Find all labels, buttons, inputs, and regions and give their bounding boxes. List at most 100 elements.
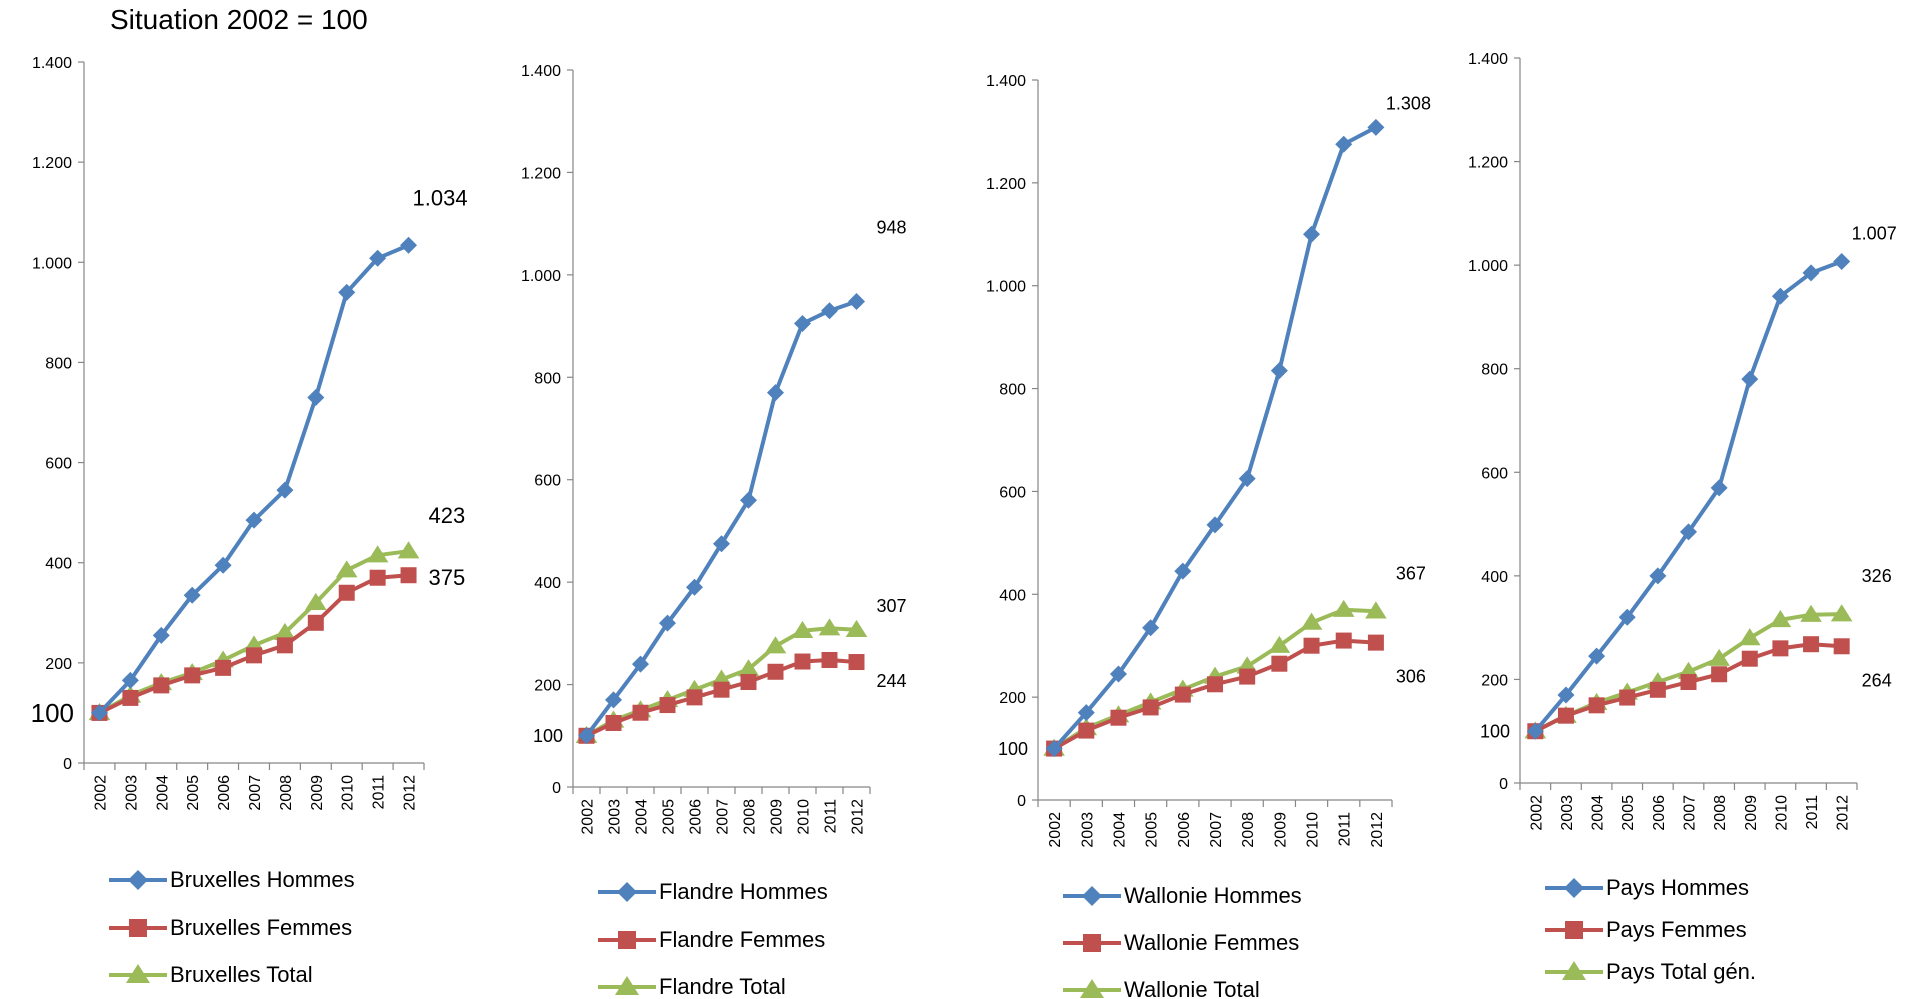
data-point [1803, 636, 1820, 653]
data-point [1557, 707, 1574, 724]
legend-marker [128, 870, 148, 890]
data-point [152, 626, 170, 644]
series-flandre-hommes [578, 292, 865, 745]
series-wallonie-hommes [1045, 118, 1385, 758]
data-point [1270, 362, 1288, 380]
data-point [274, 622, 296, 641]
y-tick-label: 1.000 [1468, 258, 1508, 275]
data-point [1680, 523, 1697, 541]
legend-label: Pays Hommes [1606, 875, 1749, 900]
data-label: 1.308 [1386, 93, 1431, 113]
data-label: 1.007 [1852, 224, 1897, 244]
data-point [214, 556, 232, 574]
x-tick-label: 2012 [402, 775, 419, 811]
data-point [1174, 562, 1192, 580]
data-point [276, 637, 293, 654]
legend-label: Bruxelles Hommes [170, 867, 355, 892]
data-point [1802, 264, 1820, 282]
data-point [686, 689, 703, 706]
x-tick-label: 2009 [1743, 795, 1760, 831]
data-point [1557, 686, 1575, 704]
data-point [767, 663, 784, 680]
data-point [1710, 479, 1728, 497]
x-tick-label: 2005 [1144, 812, 1161, 848]
x-tick-label: 2007 [1682, 795, 1699, 831]
data-point [1207, 676, 1223, 693]
legend-item: Wallonie Total [1063, 977, 1260, 999]
x-tick-label: 2008 [278, 775, 295, 811]
y-tick-label: 1.200 [32, 155, 72, 172]
x-tick-label: 2005 [185, 775, 202, 811]
y-tick-label: 1.000 [986, 279, 1026, 296]
data-point [1239, 668, 1256, 685]
y-tick-label: 1.200 [1468, 155, 1508, 172]
x-tick-label: 2002 [92, 775, 109, 811]
data-point [845, 619, 868, 637]
x-tick-label: 2011 [1804, 795, 1821, 830]
y-tick-label: 1.200 [521, 165, 561, 182]
data-point [1110, 709, 1127, 726]
y-tick-label: 1.400 [1468, 51, 1508, 68]
data-point [338, 283, 356, 301]
data-point [183, 586, 201, 604]
data-point [1335, 135, 1353, 153]
series-line [98, 549, 409, 715]
series-flandre-femmes [578, 651, 865, 744]
y-tick-label: 600 [45, 456, 72, 473]
data-point [1142, 699, 1159, 716]
data-point [153, 677, 170, 694]
legend-label: Wallonie Hommes [1124, 883, 1302, 908]
data-label: 1.034 [413, 185, 468, 210]
legend-item: Bruxelles Total [109, 962, 313, 987]
y-tick-label: 0 [552, 780, 561, 797]
data-point [1367, 634, 1384, 651]
x-tick-label: 2010 [1305, 812, 1322, 848]
data-point [1335, 632, 1352, 649]
data-point [821, 302, 838, 320]
data-point [1045, 740, 1063, 758]
data-point [1526, 722, 1544, 740]
y-tick-label: 600 [999, 484, 1026, 501]
chart-panel-1: 0 100 200 400 600 800 1.000 1.200 1.400 2002 2003 2… [31, 55, 468, 987]
data-point [246, 647, 262, 664]
x-tick-label: 2004 [154, 775, 171, 811]
legend-item: Pays Hommes [1545, 875, 1749, 900]
data-point [1367, 118, 1385, 136]
y-tick-label: 1.000 [32, 255, 72, 272]
y-tick-label: 100 [1480, 722, 1510, 742]
data-point [1830, 604, 1853, 622]
data-label: 326 [1862, 566, 1892, 586]
data-point [713, 535, 730, 553]
legend-item: Pays Total gén. [1545, 959, 1756, 984]
data-label: 367 [1396, 563, 1426, 583]
x-tick-label: 2012 [1835, 795, 1852, 831]
legend-label: Pays Total gén. [1606, 959, 1756, 984]
data-point [1649, 681, 1666, 698]
y-tick-label: 0 [1017, 793, 1026, 810]
data-point [659, 697, 676, 714]
legend-label: Pays Femmes [1606, 917, 1747, 942]
y-tick-label: 800 [1481, 362, 1508, 379]
data-point [1268, 635, 1291, 653]
data-point [632, 704, 649, 721]
x-tick-label: 2006 [1176, 812, 1193, 848]
data-point [1238, 470, 1256, 488]
x-tick-label: 2007 [1208, 812, 1225, 848]
data-label: 423 [429, 503, 466, 528]
data-point [1771, 287, 1789, 305]
page-title: Situation 2002 = 100 [110, 4, 368, 35]
x-tick-label: 2004 [1590, 795, 1607, 831]
y-tick-label: 600 [534, 473, 561, 490]
x-tick-label: 2002 [1047, 812, 1064, 848]
x-tick-label: 2004 [634, 799, 651, 835]
x-tick-label: 2007 [715, 799, 732, 835]
x-tick-label: 2009 [309, 775, 326, 811]
data-point [400, 567, 417, 584]
data-point [366, 545, 389, 563]
data-point [1800, 604, 1822, 622]
data-point [338, 584, 355, 601]
series-wallonie-femmes [1046, 632, 1384, 757]
legend-marker [1565, 921, 1583, 939]
legend-marker [1564, 878, 1584, 898]
series-line [1052, 125, 1377, 750]
